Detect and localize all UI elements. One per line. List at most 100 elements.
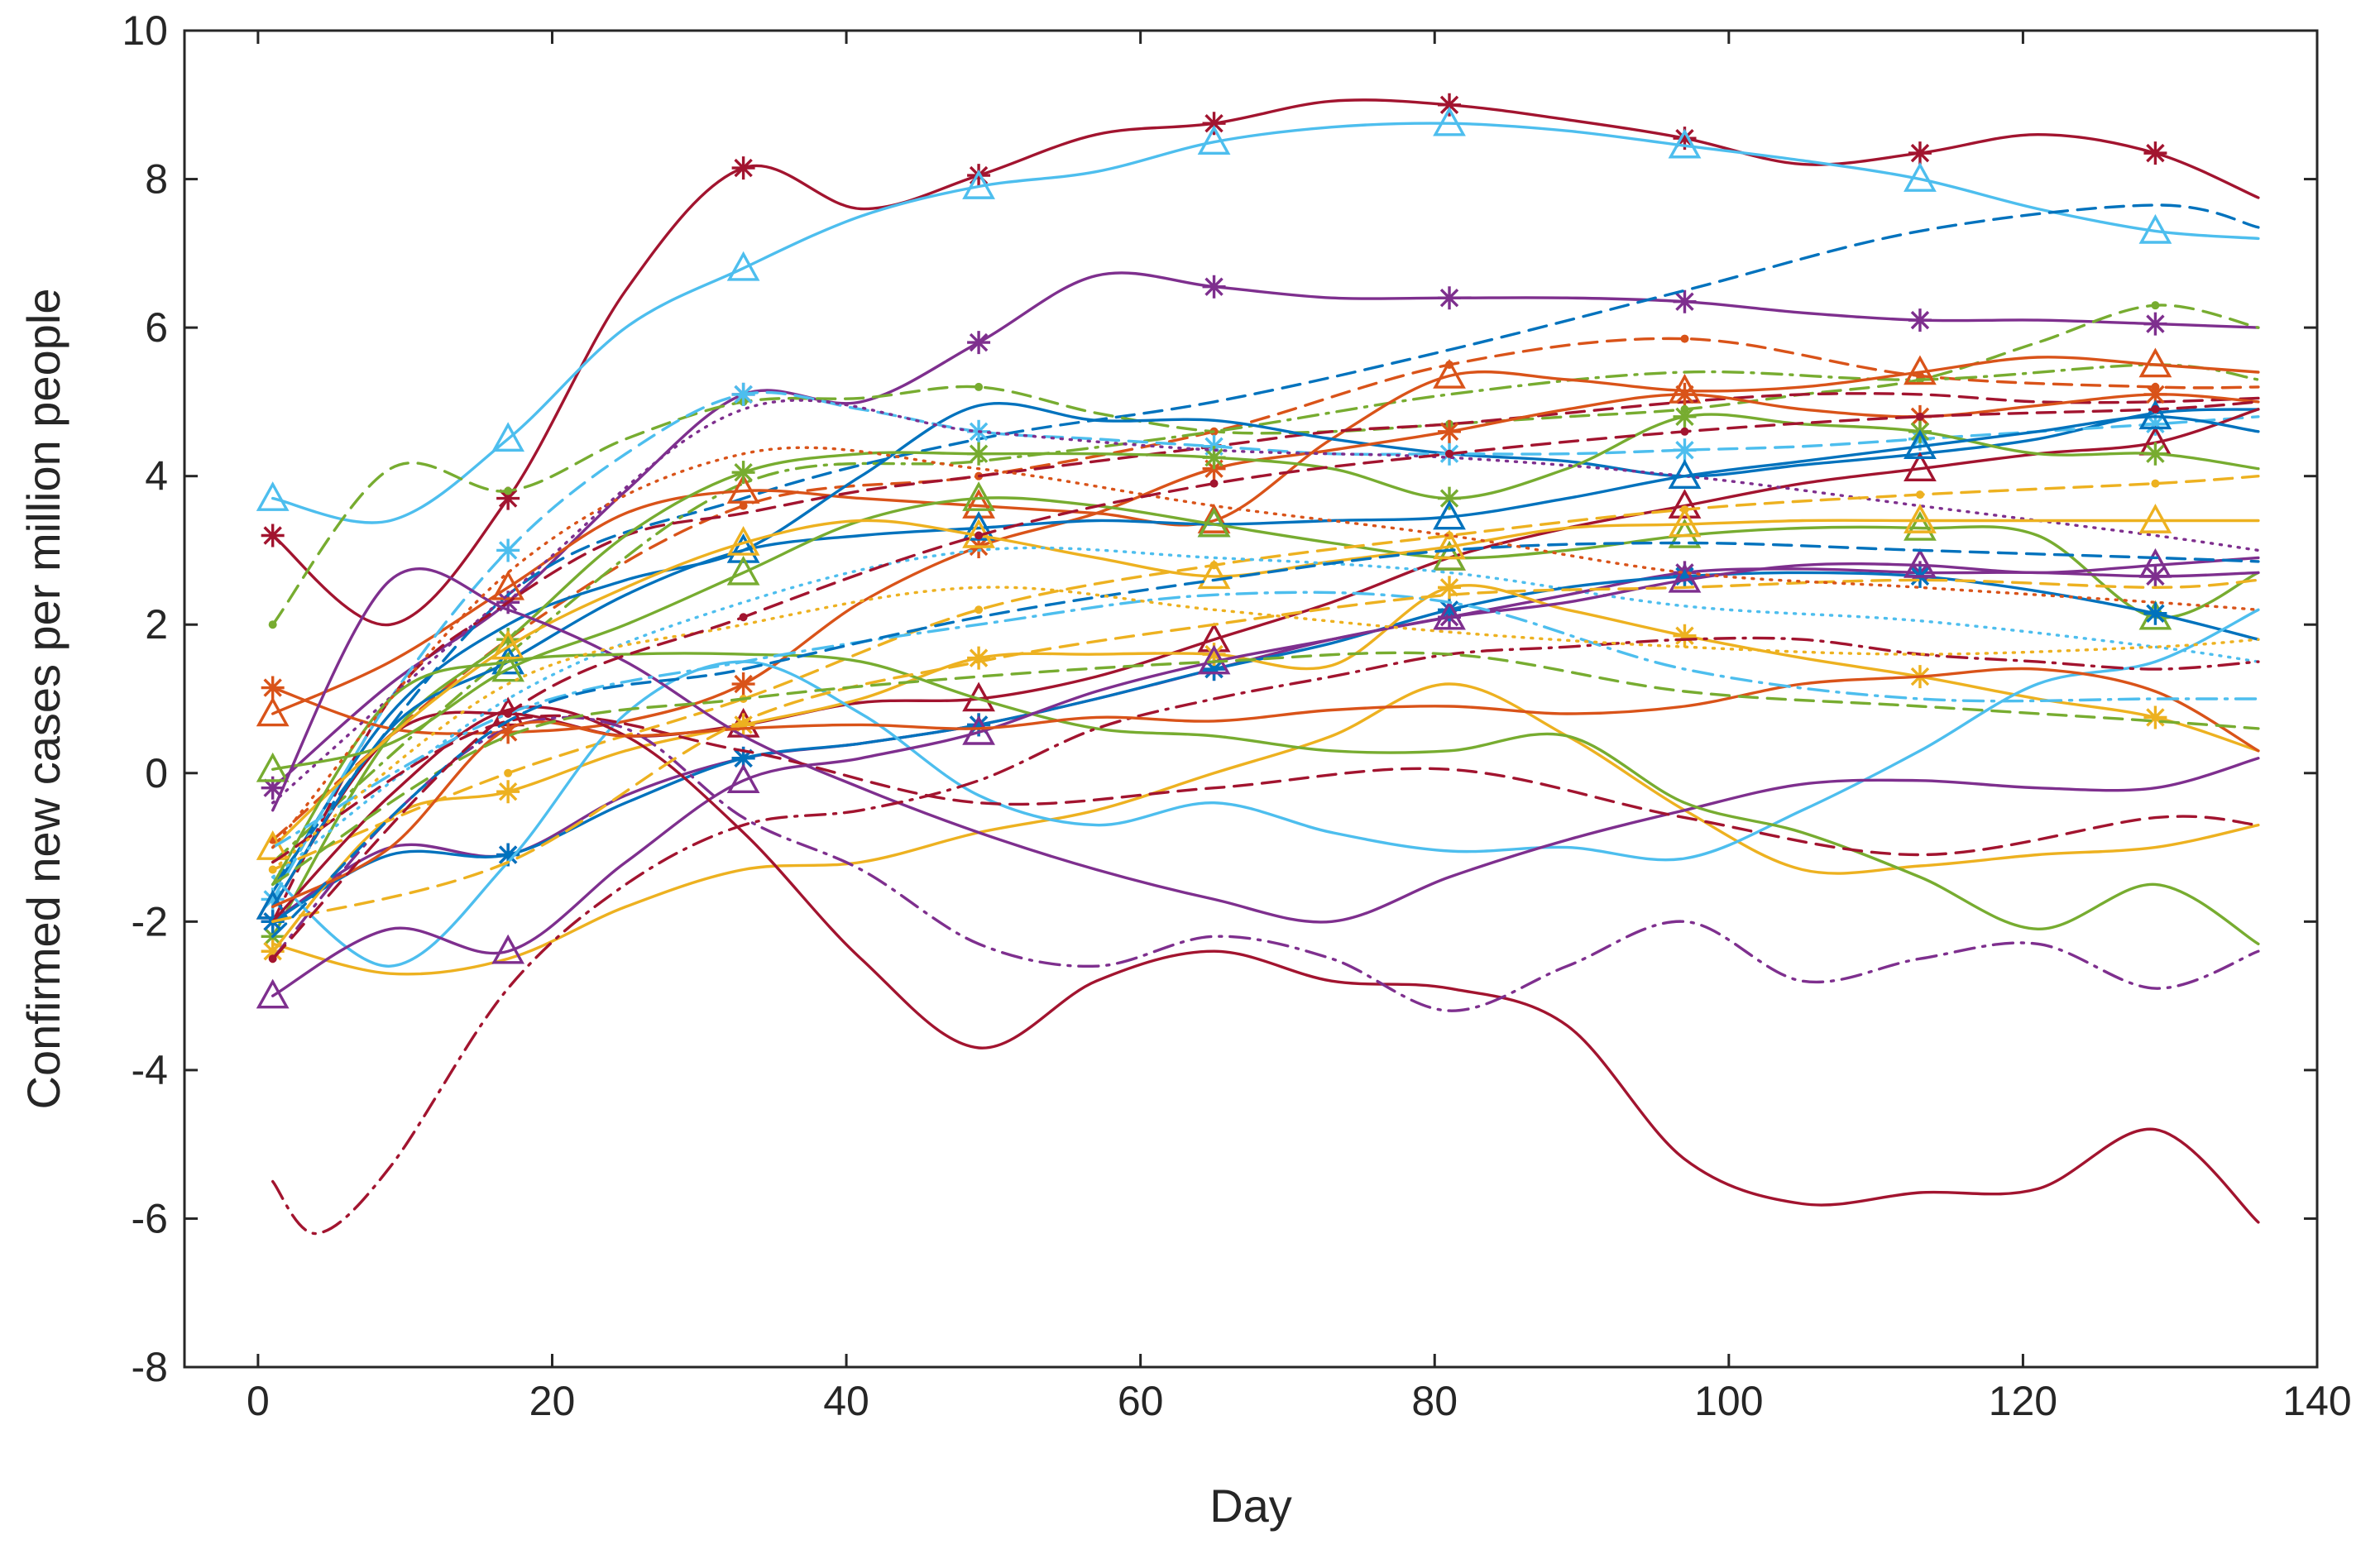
- series-35: [271, 578, 2260, 923]
- series-1-marker-8: [1908, 141, 1932, 165]
- series-4-line: [271, 203, 2260, 887]
- series-28-line: [271, 714, 2260, 864]
- series-1-marker-2: [496, 486, 520, 510]
- series-3-marker-7: [1673, 289, 1697, 313]
- series-18-marker-8: [1904, 504, 1937, 533]
- series-22: [261, 564, 2260, 934]
- x-tick-label: 60: [1118, 1378, 1164, 1424]
- series-5-marker-2: [504, 486, 513, 495]
- series-20: [271, 546, 2260, 879]
- series-17-marker-4: [962, 481, 995, 511]
- series-23-marker-4: [967, 646, 991, 670]
- series-40-marker-3: [739, 613, 748, 622]
- series-29-marker-6: [1433, 600, 1466, 630]
- series-3: [261, 271, 2260, 800]
- series-17-marker-6: [1433, 540, 1466, 571]
- series-23-marker-5: [1202, 643, 1226, 667]
- series-40-marker-9: [2151, 404, 2160, 414]
- series-29: [256, 547, 2260, 1009]
- series-1-marker-3: [731, 156, 755, 180]
- series-14-marker-9: [2143, 442, 2167, 466]
- x-tick-label: 100: [1694, 1378, 1763, 1424]
- series-2-marker-4: [962, 170, 995, 199]
- series-14-marker-6: [1438, 486, 1462, 510]
- series-1: [261, 93, 2260, 627]
- series-5-line: [271, 304, 2260, 626]
- series-1-marker-6: [1438, 93, 1462, 117]
- series-26: [271, 567, 2260, 924]
- series-31-line: [271, 715, 2260, 1012]
- series-13-marker-2: [496, 720, 520, 744]
- series-40-marker-5: [1209, 479, 1219, 488]
- series-12-marker-7: [1668, 489, 1702, 519]
- series-3-line: [271, 271, 2260, 790]
- series-29-marker-7: [1668, 562, 1702, 593]
- x-tick-label: 40: [823, 1378, 869, 1424]
- series-3-marker-4: [967, 331, 991, 355]
- x-axis-title: Day: [1209, 1480, 1292, 1532]
- y-tick-label: 6: [145, 304, 168, 351]
- series-40: [268, 400, 2260, 963]
- series-23-marker-1: [261, 940, 285, 963]
- y-tick-label: -4: [132, 1047, 168, 1093]
- series-19-marker-8: [1915, 490, 1924, 500]
- series-33: [271, 667, 2260, 909]
- x-tick-label: 0: [247, 1378, 270, 1424]
- series-18-marker-2: [491, 629, 525, 660]
- series-22-marker-7: [1673, 564, 1697, 588]
- series-30-line: [271, 705, 2260, 1224]
- series-11-marker-9: [2143, 412, 2167, 436]
- series-29-line: [271, 556, 2260, 997]
- series-8-marker-8: [1904, 355, 1937, 385]
- series-19-marker-9: [2151, 479, 2160, 488]
- series-29-marker-2: [491, 934, 525, 964]
- series-18-marker-1: [256, 830, 290, 860]
- series-16-marker-7: [1668, 459, 1702, 489]
- series-19-marker-7: [1680, 505, 1689, 514]
- series-3-marker-9: [2143, 312, 2167, 336]
- series-33-line: [271, 667, 2260, 909]
- y-tick-label: 0: [145, 750, 168, 796]
- series-29-marker-4: [962, 715, 995, 745]
- y-tick-label: -6: [132, 1195, 168, 1241]
- series-18-marker-3: [726, 525, 760, 556]
- series-3-marker-5: [1202, 275, 1226, 299]
- series-40-marker-2: [504, 709, 513, 718]
- series-2-marker-2: [491, 422, 525, 452]
- series-11-marker-2: [496, 538, 520, 562]
- series-40-marker-1: [268, 954, 277, 963]
- series-13-marker-3: [731, 672, 755, 696]
- series-40-marker-6: [1445, 449, 1454, 458]
- series-18-marker-9: [2138, 504, 2172, 533]
- x-tick-label: 20: [529, 1378, 576, 1424]
- series-23-marker-2: [496, 780, 520, 804]
- series-13-marker-9: [2143, 382, 2167, 406]
- series-22-marker-3: [731, 746, 755, 770]
- plot-frame: [183, 29, 2319, 1369]
- series-8-marker-3: [726, 474, 760, 504]
- series-29-marker-8: [1904, 547, 1937, 578]
- series-17-marker-8: [1904, 511, 1937, 541]
- series-8-marker-2: [491, 570, 525, 600]
- series-16-marker-6: [1433, 500, 1466, 530]
- series-8-marker-6: [1433, 358, 1466, 389]
- series-12-marker-8: [1904, 452, 1937, 481]
- series-8: [256, 347, 2260, 727]
- series-37: [271, 541, 2260, 938]
- series-15: [271, 399, 2260, 805]
- series-2-marker-7: [1668, 128, 1702, 159]
- series-19: [268, 475, 2260, 874]
- series-38-line: [271, 446, 2260, 849]
- series-2: [256, 106, 2260, 524]
- series-2-marker-9: [2138, 213, 2172, 244]
- series-19-marker-2: [504, 768, 513, 777]
- series-15-line: [271, 399, 2260, 805]
- series-3-marker-1: [261, 776, 285, 800]
- series-24: [271, 682, 2260, 976]
- y-tick-label: -2: [132, 898, 168, 944]
- y-tick-label: 8: [145, 156, 168, 203]
- series-17-marker-1: [256, 752, 290, 782]
- series-38: [271, 446, 2260, 849]
- series-36-line: [271, 651, 2260, 887]
